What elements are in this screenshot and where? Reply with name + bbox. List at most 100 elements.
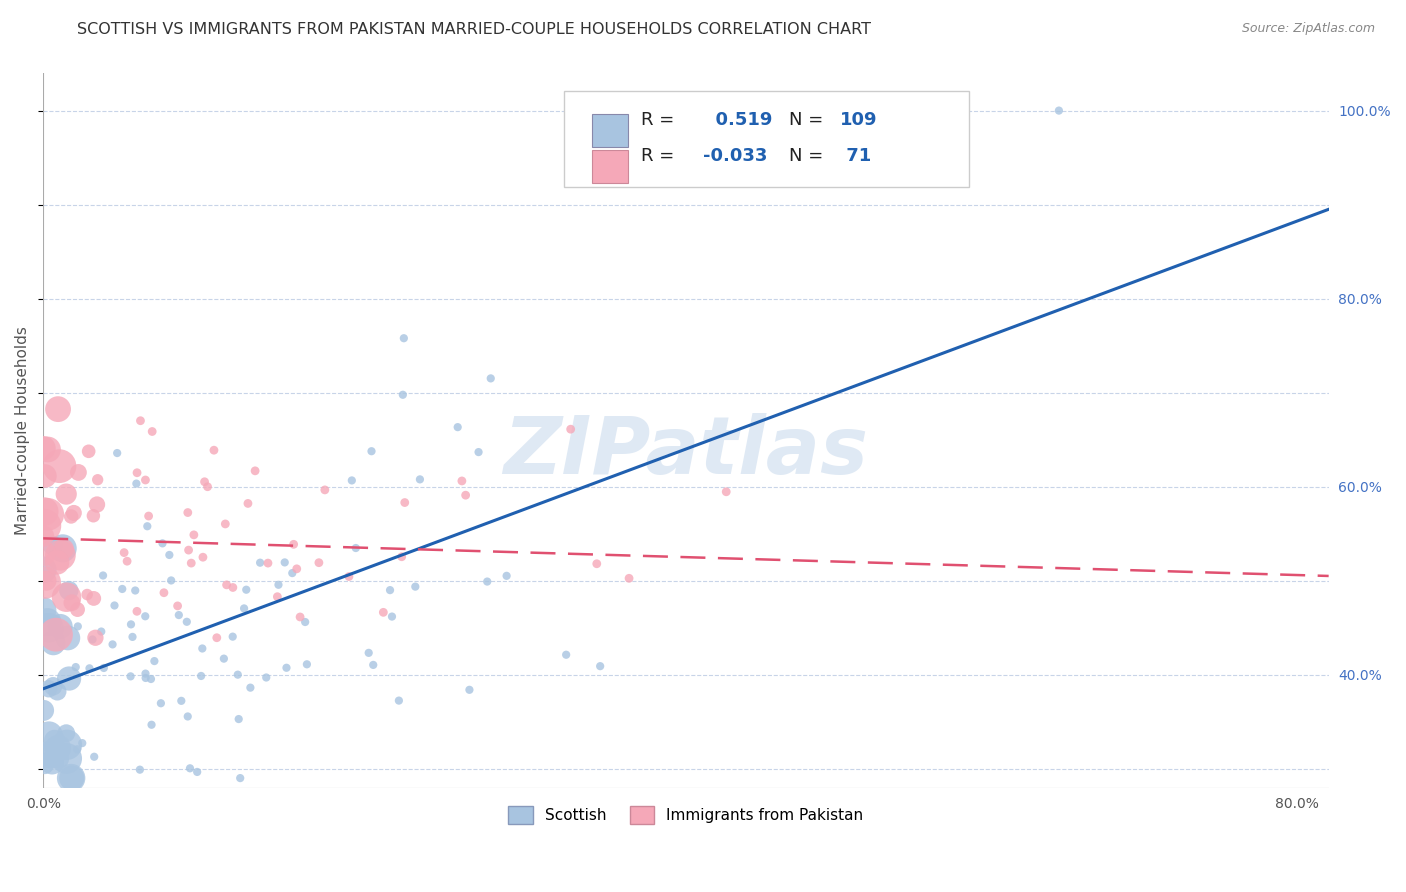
Point bbox=[235, 582, 257, 597]
Point bbox=[48, 752, 70, 766]
Point bbox=[49, 548, 72, 562]
Point bbox=[134, 609, 156, 624]
Point bbox=[63, 506, 86, 520]
Text: N =: N = bbox=[789, 146, 823, 165]
Point bbox=[454, 488, 477, 502]
Point bbox=[267, 578, 290, 592]
Point bbox=[58, 583, 80, 598]
Text: -0.033: -0.033 bbox=[703, 146, 768, 165]
Point bbox=[141, 718, 163, 732]
Point bbox=[55, 751, 77, 765]
Point bbox=[82, 508, 104, 523]
Point bbox=[357, 646, 380, 660]
Point bbox=[378, 583, 401, 598]
Point bbox=[67, 466, 90, 480]
Point bbox=[44, 733, 66, 747]
Point bbox=[48, 459, 70, 474]
Point bbox=[254, 671, 277, 685]
Point bbox=[93, 661, 115, 675]
Point bbox=[32, 563, 55, 577]
Point bbox=[228, 712, 250, 726]
Text: ZIPatlas: ZIPatlas bbox=[503, 413, 869, 491]
Point bbox=[179, 761, 201, 775]
Point bbox=[115, 554, 138, 568]
Point bbox=[37, 442, 59, 457]
Point bbox=[66, 619, 89, 633]
Point bbox=[46, 555, 69, 569]
Point bbox=[215, 578, 238, 592]
Point bbox=[56, 738, 79, 752]
Point bbox=[716, 484, 738, 499]
Point bbox=[32, 441, 55, 455]
Point bbox=[141, 425, 163, 439]
Point bbox=[101, 637, 124, 651]
Point bbox=[46, 684, 69, 698]
Point bbox=[135, 671, 157, 685]
Point bbox=[121, 630, 143, 644]
Legend: Scottish, Immigrants from Pakistan: Scottish, Immigrants from Pakistan bbox=[502, 800, 869, 830]
Point bbox=[149, 696, 172, 710]
Point bbox=[344, 541, 367, 555]
Point bbox=[388, 693, 411, 707]
Point bbox=[392, 331, 415, 345]
Point bbox=[205, 631, 228, 645]
Point bbox=[479, 371, 502, 385]
Point bbox=[266, 590, 288, 604]
Text: 0.519: 0.519 bbox=[703, 111, 772, 128]
Point bbox=[143, 654, 166, 668]
Point bbox=[55, 591, 77, 605]
Point bbox=[55, 487, 77, 501]
Point bbox=[82, 632, 104, 647]
Point bbox=[295, 657, 318, 672]
Point bbox=[56, 631, 79, 645]
Point bbox=[190, 669, 212, 683]
Point bbox=[60, 509, 83, 524]
Point bbox=[72, 736, 94, 750]
Point bbox=[239, 681, 262, 695]
Point bbox=[177, 506, 200, 520]
Point bbox=[37, 508, 59, 522]
Point bbox=[381, 609, 404, 624]
Point bbox=[66, 742, 89, 756]
Point bbox=[37, 615, 59, 629]
Point bbox=[780, 103, 803, 118]
Point bbox=[373, 605, 395, 619]
Point bbox=[792, 103, 814, 118]
Point bbox=[90, 624, 112, 639]
Point bbox=[125, 476, 148, 491]
Point bbox=[229, 771, 252, 785]
Point bbox=[134, 666, 156, 681]
Point bbox=[361, 657, 384, 672]
Point bbox=[160, 574, 183, 588]
Point bbox=[120, 617, 142, 632]
Point bbox=[177, 543, 200, 558]
Point bbox=[281, 566, 304, 580]
Point bbox=[52, 541, 75, 556]
Point bbox=[360, 444, 382, 458]
Point bbox=[32, 529, 55, 543]
Point bbox=[257, 556, 280, 570]
Point bbox=[467, 445, 489, 459]
Point bbox=[105, 446, 128, 460]
Point bbox=[42, 636, 65, 650]
Point bbox=[138, 509, 160, 524]
Text: SCOTTISH VS IMMIGRANTS FROM PAKISTAN MARRIED-COUPLE HOUSEHOLDS CORRELATION CHART: SCOTTISH VS IMMIGRANTS FROM PAKISTAN MAR… bbox=[77, 22, 872, 37]
Point bbox=[58, 672, 80, 686]
Point bbox=[176, 615, 198, 629]
Point bbox=[202, 443, 225, 458]
Point bbox=[84, 631, 107, 645]
Point bbox=[585, 557, 607, 571]
Text: R =: R = bbox=[641, 146, 675, 165]
Point bbox=[38, 621, 60, 635]
Point bbox=[34, 757, 56, 772]
Point bbox=[177, 709, 200, 723]
Point bbox=[136, 519, 159, 533]
Point bbox=[337, 569, 360, 583]
Point bbox=[139, 672, 162, 686]
Point bbox=[79, 661, 101, 675]
Point bbox=[86, 498, 108, 512]
Point bbox=[167, 608, 190, 623]
Point bbox=[222, 581, 245, 595]
Point bbox=[152, 536, 174, 550]
Point bbox=[404, 580, 426, 594]
